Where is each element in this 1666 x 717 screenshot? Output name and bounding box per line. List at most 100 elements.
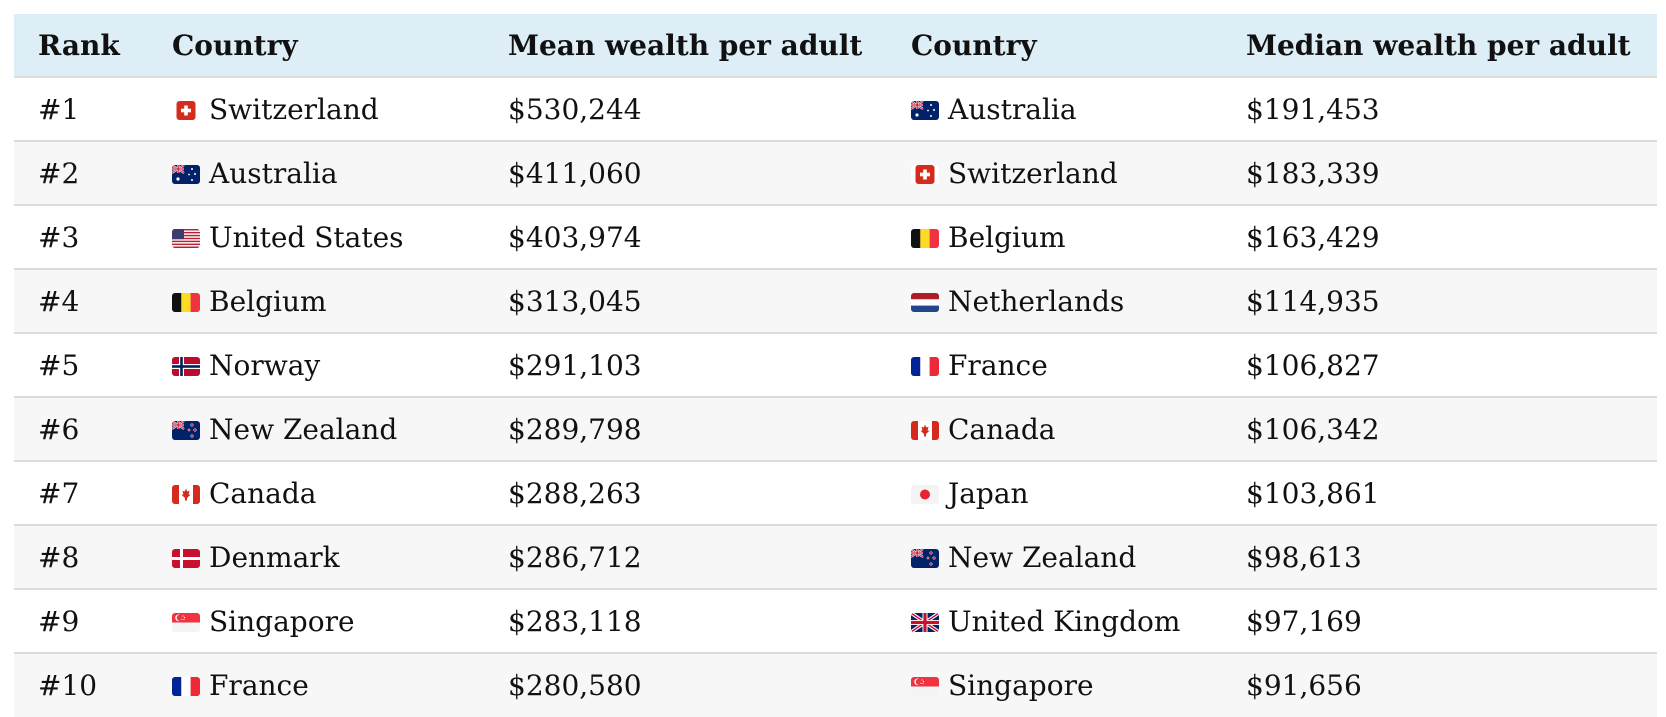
median-wealth-cell: $98,613 [1246, 540, 1362, 574]
rank-cell: #8 [38, 540, 80, 574]
median-country-cell: Netherlands [911, 269, 1246, 333]
median-country-cell: Singapore [911, 653, 1246, 717]
mean-country-cell: Switzerland [172, 77, 508, 141]
mean-wealth-cell: $313,045 [508, 284, 642, 318]
median-wealth-cell: $106,827 [1246, 348, 1380, 382]
mean-country-cell: Singapore [172, 589, 508, 653]
median-country-cell: Belgium [911, 205, 1246, 269]
rank-cell: #7 [38, 476, 80, 510]
rank-cell: #5 [38, 348, 80, 382]
median-wealth-cell: $91,656 [1246, 669, 1362, 702]
mean-country-cell: Australia [172, 141, 508, 205]
mean-country-cell-label: United States [209, 220, 404, 254]
table-row: #10 France $280,580 Singapore $91,656 [14, 653, 1657, 717]
dutch-flag-icon [911, 292, 939, 312]
mean-wealth-cell: $411,060 [508, 156, 642, 190]
median-wealth-cell: $103,861 [1246, 476, 1380, 510]
rank-cell: #1 [38, 92, 80, 126]
french-flag-icon [911, 356, 939, 376]
swiss-flag-icon [172, 100, 200, 120]
mean-wealth-cell: $283,118 [508, 604, 642, 638]
rank-cell: #6 [38, 412, 80, 446]
rank-cell: #3 [38, 220, 80, 254]
table-row: #6 New Zealand $289,798 Canada $106,342 [14, 397, 1657, 461]
mean-country-cell-label: New Zealand [209, 412, 398, 446]
mean-country-cell-label: Australia [209, 156, 338, 190]
median-country-cell-label: Singapore [948, 669, 1094, 702]
header-row: Rank Country Mean wealth per adult Count… [14, 14, 1657, 77]
median-country-cell-label: Netherlands [948, 284, 1125, 318]
mean-country-cell: United States [172, 205, 508, 269]
median-wealth-cell: $97,169 [1246, 604, 1362, 638]
median-country-cell: Australia [911, 77, 1246, 141]
mean-country-cell-label: Denmark [209, 540, 340, 574]
mean-country-cell-label: Canada [209, 476, 317, 510]
new-zealand-flag-icon [172, 420, 200, 440]
table-row: #5 Norway $291,103 France $106,827 [14, 333, 1657, 397]
header-country-mean: Country [172, 28, 298, 62]
median-country-cell: Japan [911, 461, 1246, 525]
median-country-cell: United Kingdom [911, 589, 1246, 653]
australian-flag-icon [911, 100, 939, 120]
rank-cell: #2 [38, 156, 80, 190]
japanese-flag-icon [911, 484, 939, 504]
french-flag-icon [172, 677, 200, 696]
table-row: #9 Singapore $283,118 United Kingdom $97,169 [14, 589, 1657, 653]
mean-country-cell: Canada [172, 461, 508, 525]
median-wealth-cell: $114,935 [1246, 284, 1380, 318]
median-country-cell-label: Switzerland [948, 156, 1118, 190]
mean-wealth-cell: $288,263 [508, 476, 642, 510]
mean-wealth-cell: $403,974 [508, 220, 642, 254]
mean-country-cell: Norway [172, 333, 508, 397]
mean-wealth-cell: $530,244 [508, 92, 642, 126]
mean-country-cell-label: Belgium [209, 284, 327, 318]
mean-wealth-cell: $291,103 [508, 348, 642, 382]
header-median-wealth: Median wealth per adult [1246, 28, 1631, 62]
uk-flag-icon [911, 612, 939, 632]
mean-country-cell-label: Norway [209, 348, 321, 382]
table-row: #4 Belgium $313,045 Netherlands $114,935 [14, 269, 1657, 333]
new-zealand-flag-icon [911, 548, 939, 568]
mean-country-cell-label: Singapore [209, 604, 355, 638]
australian-flag-icon [172, 164, 200, 184]
median-country-cell: Canada [911, 397, 1246, 461]
median-wealth-cell: $183,339 [1246, 156, 1380, 190]
table-row: #8 Denmark $286,712 New Zealand $98,613 [14, 525, 1657, 589]
table-row: #7 Canada $288,263 Japan $103,861 [14, 461, 1657, 525]
median-country-cell-label: Canada [948, 412, 1056, 446]
singapore-flag-icon [172, 612, 200, 632]
header-rank: Rank [38, 28, 120, 62]
rank-cell: #4 [38, 284, 80, 318]
table-row: #2 Australia $411,060 Switzerland $183,339 [14, 141, 1657, 205]
rank-cell: #9 [38, 604, 80, 638]
belgian-flag-icon [172, 292, 200, 312]
table-row: #1 Switzerland $530,244 Australia $191,453 [14, 77, 1657, 141]
median-wealth-cell: $106,342 [1246, 412, 1380, 446]
mean-wealth-cell: $286,712 [508, 540, 642, 574]
mean-country-cell: Denmark [172, 525, 508, 589]
mean-wealth-cell: $289,798 [508, 412, 642, 446]
mean-wealth-cell: $280,580 [508, 669, 642, 702]
median-country-cell-label: Belgium [948, 220, 1066, 254]
median-country-cell: New Zealand [911, 525, 1246, 589]
mean-country-cell: New Zealand [172, 397, 508, 461]
median-country-cell: France [911, 333, 1246, 397]
canadian-flag-icon [172, 484, 200, 504]
us-flag-icon [172, 228, 200, 248]
mean-country-cell-label: France [209, 669, 309, 702]
header-country-median: Country [911, 28, 1037, 62]
belgian-flag-icon [911, 228, 939, 248]
median-country-cell: Switzerland [911, 141, 1246, 205]
mean-country-cell-label: Switzerland [209, 92, 379, 126]
median-country-cell-label: New Zealand [948, 540, 1137, 574]
table-body: #1 Switzerland $530,244 Australia $191,453 #2… [14, 77, 1657, 717]
mean-country-cell: France [172, 653, 508, 717]
header-mean-wealth: Mean wealth per adult [508, 28, 863, 62]
wealth-table-container: Rank Country Mean wealth per adult Count… [14, 14, 1657, 717]
canadian-flag-icon [911, 420, 939, 440]
norwegian-flag-icon [172, 356, 200, 376]
median-wealth-cell: $163,429 [1246, 220, 1380, 254]
median-country-cell-label: United Kingdom [948, 604, 1181, 638]
rank-cell: #10 [38, 669, 98, 702]
mean-country-cell: Belgium [172, 269, 508, 333]
